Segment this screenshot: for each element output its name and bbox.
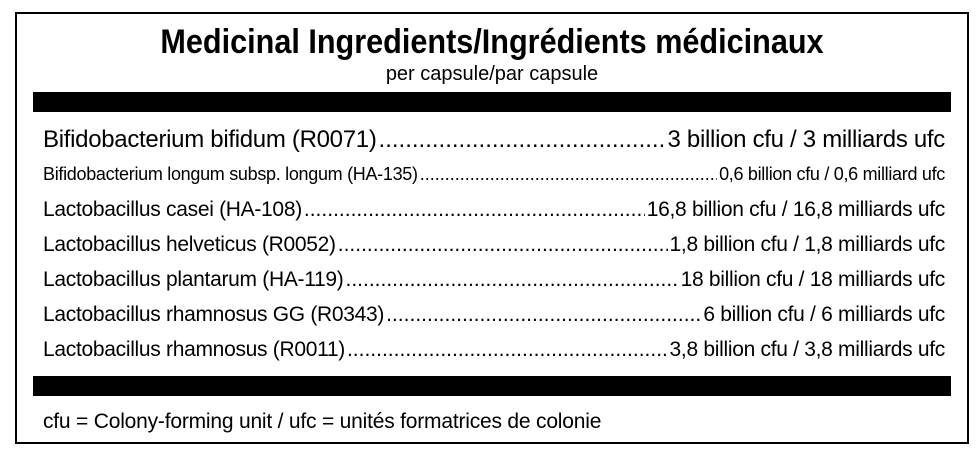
ingredient-name: Lactobacillus rhamnosus GG (R0343) xyxy=(43,303,385,326)
ingredient-row: Bifidobacterium bifidum (R0071) 3 billio… xyxy=(43,122,945,157)
ingredient-row: Lactobacillus casei (HA-108) 16,8 billio… xyxy=(43,192,945,227)
panel-title: Medicinal Ingredients/Ingrédients médici… xyxy=(160,23,824,61)
ingredient-list: Bifidobacterium bifidum (R0071) 3 billio… xyxy=(43,122,945,367)
ingredient-name: Lactobacillus plantarum (HA-119) xyxy=(43,268,344,291)
ingredient-amount: 16,8 billion cfu / 16,8 milliards ufc xyxy=(646,198,945,221)
ingredient-name: Lactobacillus casei (HA-108) xyxy=(43,198,302,221)
dot-leader xyxy=(379,122,666,157)
dot-leader xyxy=(347,332,668,367)
panel-subtitle: per capsule/par capsule xyxy=(385,63,599,85)
dot-leader xyxy=(420,157,717,192)
top-divider-bar xyxy=(33,92,951,112)
ingredient-row: Lactobacillus rhamnosus GG (R0343) 6 bil… xyxy=(43,297,945,332)
ingredient-amount: 3 billion cfu / 3 milliards ufc xyxy=(667,126,945,153)
ingredient-row: Lactobacillus plantarum (HA-119) 18 bill… xyxy=(43,262,945,297)
ingredient-row: Lactobacillus rhamnosus (R0011) 3,8 bill… xyxy=(43,332,945,367)
ingredient-amount: 1,8 billion cfu / 1,8 milliards ufc xyxy=(669,233,945,256)
ingredient-amount: 0,6 billion cfu / 0,6 milliard ufc xyxy=(719,164,945,184)
dot-leader xyxy=(338,227,668,262)
cfu-footnote: cfu = Colony-forming unit / ufc = unités… xyxy=(43,410,602,433)
ingredient-amount: 18 billion cfu / 18 milliards ufc xyxy=(680,268,945,291)
ingredient-amount: 3,8 billion cfu / 3,8 milliards ufc xyxy=(669,338,945,361)
ingredient-name: Bifidobacterium bifidum (R0071) xyxy=(43,126,377,153)
ingredient-row: Lactobacillus helveticus (R0052) 1,8 bil… xyxy=(43,227,945,262)
dot-leader xyxy=(304,192,645,227)
dot-leader xyxy=(346,262,679,297)
ingredient-amount: 6 billion cfu / 6 milliards ufc xyxy=(703,303,945,326)
dot-leader xyxy=(386,297,701,332)
ingredient-name: Bifidobacterium longum subsp. longum (HA… xyxy=(43,164,418,184)
ingredient-name: Lactobacillus helveticus (R0052) xyxy=(43,233,336,256)
ingredient-row: Bifidobacterium longum subsp. longum (HA… xyxy=(43,157,945,192)
bottom-divider-bar xyxy=(33,376,951,396)
medicinal-ingredients-panel: Medicinal Ingredients/Ingrédients médici… xyxy=(15,12,969,444)
ingredient-name: Lactobacillus rhamnosus (R0011) xyxy=(43,338,345,361)
